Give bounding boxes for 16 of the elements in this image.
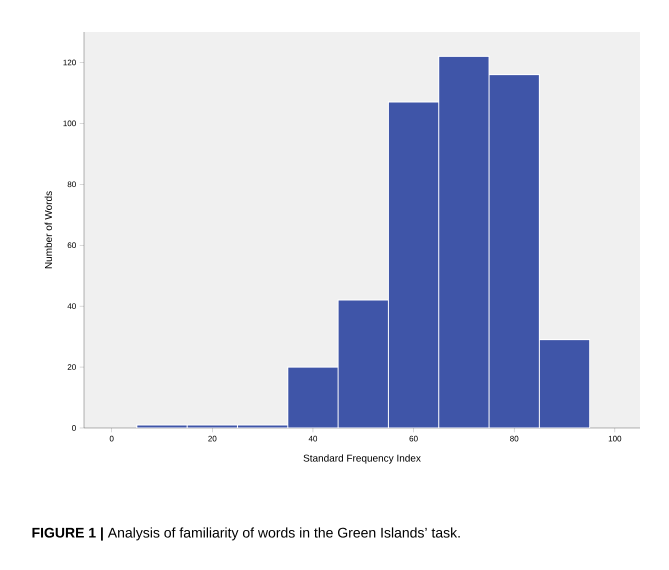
- y-tick-label: 80: [68, 181, 76, 188]
- x-tick-label: 60: [410, 436, 418, 442]
- x-tick-label: 0: [110, 436, 114, 442]
- y-tick-label: 100: [63, 120, 76, 126]
- x-tick-label: 100: [608, 436, 622, 442]
- text: FIGURE 1 | Analysis of familiarity of words in the Green Islands’ task.: [32, 527, 460, 541]
- x-tick-label: 80: [510, 436, 518, 442]
- y-axis-title: Number of Words: [44, 191, 52, 268]
- y-tick-label: 60: [68, 242, 76, 248]
- x-axis-title: Standard Frequency Index: [304, 454, 421, 464]
- y-tick-label: 40: [67, 303, 76, 309]
- y-tick-label: 120: [63, 60, 76, 66]
- x-tick-label: 40: [308, 436, 318, 442]
- y-tick-label: 20: [68, 364, 76, 370]
- x-tick-label: 20: [208, 436, 216, 442]
- y-tick-label: 0: [72, 425, 76, 431]
